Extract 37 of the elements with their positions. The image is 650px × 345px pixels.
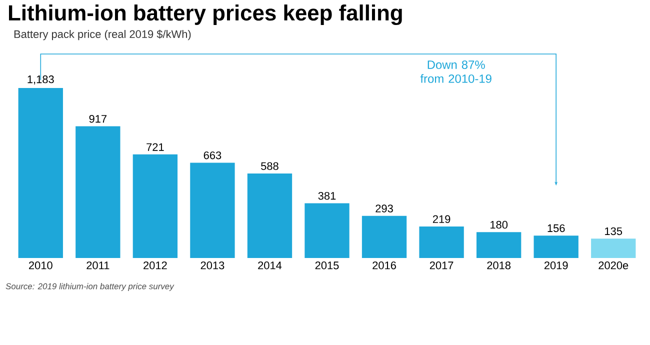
data-label: 917 <box>89 114 107 123</box>
x-tick-label: 2011 <box>86 262 110 270</box>
x-tick-label: 2010 <box>29 262 52 270</box>
x-tick-label: 2014 <box>258 262 282 270</box>
bar <box>247 174 292 258</box>
source-note: Source: 2019 lithium-ion battery price survey <box>6 283 174 291</box>
data-label: 1,183 <box>28 75 54 84</box>
bar <box>476 232 522 258</box>
bar <box>18 88 63 258</box>
text: Down 87% from 2010-19 <box>420 60 492 83</box>
x-tick-label: 2015 <box>315 262 339 270</box>
data-label: 588 <box>261 162 278 170</box>
data-label: 293 <box>376 204 393 212</box>
x-tick-label: 2020e <box>598 262 628 270</box>
x-tick-label: 2013 <box>200 262 224 270</box>
bar <box>362 216 407 258</box>
bar <box>132 154 178 258</box>
chart-subtitle: Battery pack price (real 2019 $/kWh) <box>14 30 191 40</box>
bar <box>534 236 578 258</box>
bar <box>419 226 464 258</box>
bar <box>190 162 235 258</box>
x-tick-label: 2017 <box>430 262 454 270</box>
data-label: 135 <box>605 227 622 236</box>
data-label: 663 <box>204 151 222 160</box>
bar <box>76 126 120 258</box>
data-label: 156 <box>548 224 565 232</box>
data-label: 180 <box>490 220 508 229</box>
x-tick-label: 2016 <box>372 262 396 270</box>
data-label: 219 <box>432 215 450 224</box>
x-tick-label: 2018 <box>487 262 511 270</box>
bar <box>304 203 350 258</box>
data-label: 381 <box>318 192 336 200</box>
chart-title: Lithium-ion battery prices keep falling <box>8 4 402 26</box>
x-tick-label: 2019 <box>544 262 568 270</box>
data-label: 721 <box>146 143 164 151</box>
x-tick-label: 2012 <box>144 262 167 270</box>
bar <box>591 238 636 258</box>
